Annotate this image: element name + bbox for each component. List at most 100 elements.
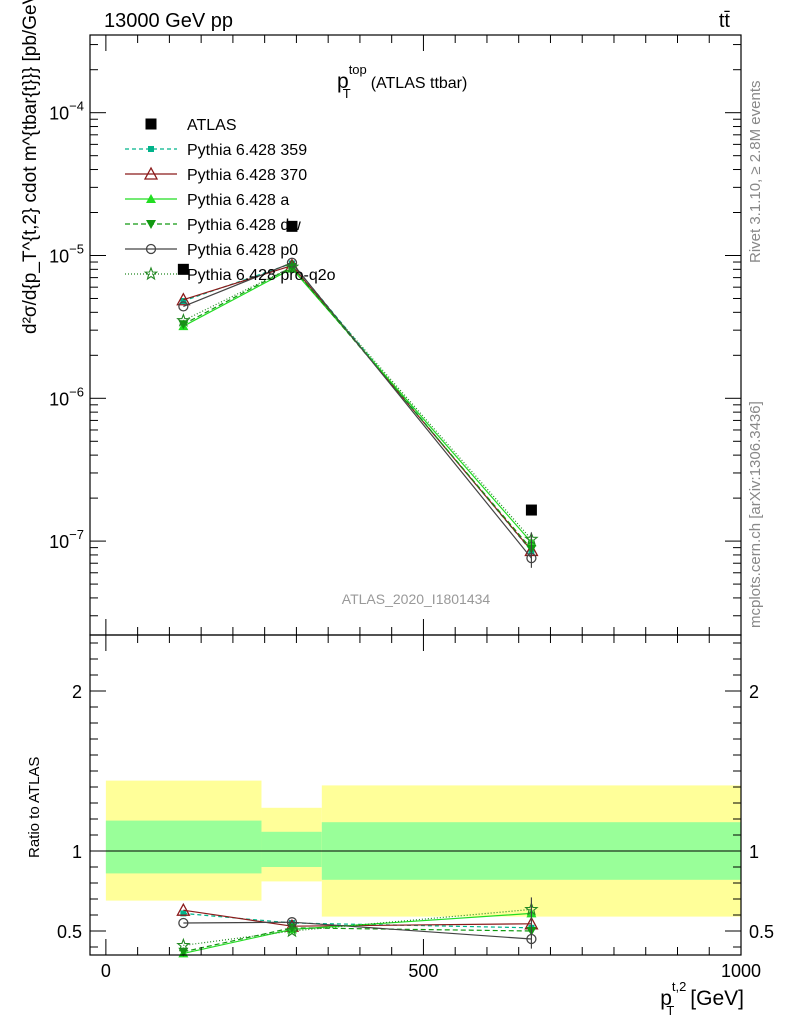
- legend-entry-3: Pythia 6.428 a: [125, 192, 289, 209]
- main-point-0-1: [286, 220, 298, 232]
- ratio-point-4-1: [286, 917, 298, 928]
- ratio-point-4-0: [178, 917, 189, 929]
- stat-band-0: [105, 820, 262, 874]
- ratio-ytick-label-left-2: 2: [72, 682, 82, 702]
- x-tick-label-1: 500: [408, 961, 438, 981]
- main-series-6: [176, 259, 539, 546]
- ratio-line-5: [183, 908, 532, 946]
- rivet-label: Rivet 3.1.10, ≥ 2.8M events: [747, 81, 764, 264]
- main-series-4: [178, 263, 537, 555]
- ratio-point-0-0: [180, 910, 187, 917]
- stat-band-1: [261, 831, 322, 867]
- ratio-ytick-label-left-1: 1: [72, 842, 82, 862]
- main-point-2-0: [176, 292, 191, 306]
- legend-marker-2: [143, 166, 159, 180]
- main-line-6: [183, 266, 532, 540]
- ratio-point-0-1: [288, 920, 295, 926]
- legend-label-5: Pythia 6.428 p0: [187, 242, 298, 259]
- xlabel-sub: T: [666, 1003, 674, 1018]
- legend-entry-0: ATLAS: [145, 117, 237, 134]
- ratio-line-2: [183, 912, 532, 954]
- ratio-point-5-0: [176, 937, 191, 952]
- tick-base: 10: [49, 532, 69, 552]
- ratio-frame: [89, 634, 742, 956]
- ratio-series-3: [178, 923, 537, 957]
- xlabel-sup: t,2: [672, 979, 686, 994]
- main-series-lines: [176, 220, 539, 568]
- ratio-ytick-label-left-0: 0.5: [57, 922, 82, 942]
- title-tail: (ATLAS ttbar): [371, 75, 468, 92]
- main-ylabel: d²σ/d{p_T^{t,2} cdot m^{tbar{t}}} [pb/Ge…: [20, 0, 41, 334]
- ratio-line-0: [183, 912, 532, 929]
- ratio-ytick-label-right-1: 1: [749, 842, 759, 862]
- ratio-point-5-1: [284, 923, 300, 938]
- xlabel-main: p: [660, 987, 672, 1010]
- main-line-4: [183, 266, 532, 550]
- ratio-series-4: [178, 917, 537, 945]
- legend-marker-1: [148, 146, 154, 152]
- legend-label-0: ATLAS: [187, 117, 237, 134]
- legend-marker-3: [146, 194, 156, 203]
- title-main: p: [337, 70, 349, 93]
- legend-label-4: Pythia 6.428 dw: [187, 217, 301, 234]
- main-series-5: [178, 257, 537, 564]
- main-point-1-0: [180, 298, 187, 305]
- legend-marker-6: [143, 266, 159, 281]
- main-line-1: [183, 262, 532, 552]
- main-series-3: [178, 263, 537, 547]
- main-ytick-label-2: 10−5: [49, 241, 84, 266]
- main-series-2: [176, 258, 539, 557]
- main-title: ptop T (ATLAS ttbar): [337, 62, 467, 101]
- tick-exponent: −5: [69, 241, 84, 256]
- legend-marker-4: [146, 220, 156, 229]
- tick-exponent: −6: [69, 384, 84, 399]
- x-tick-label-0: 0: [101, 961, 111, 981]
- main-point-0-2: [525, 504, 537, 516]
- main-point-6-0: [176, 312, 191, 327]
- energy-label: 13000 GeV pp: [104, 10, 233, 32]
- legend-label-6: Pythia 6.428 pro-q2o: [187, 267, 336, 284]
- process-label: tt̄: [719, 10, 731, 32]
- legend-entry-1: Pythia 6.428 359: [125, 142, 307, 159]
- legend-label-1: Pythia 6.428 359: [187, 142, 307, 159]
- title-sub: T: [343, 86, 351, 101]
- main-point-5-0: [178, 301, 189, 312]
- legend-entry-5: Pythia 6.428 p0: [125, 242, 298, 259]
- ratio-ytick-label-right-2: 2: [749, 682, 759, 702]
- tick-base: 10: [49, 389, 69, 409]
- mcplots-label: mcplots.cern.ch [arXiv:1306.3436]: [747, 401, 764, 628]
- legend-entry-2: Pythia 6.428 370: [125, 166, 307, 184]
- tick-base: 10: [49, 246, 69, 266]
- main-point-5-1: [286, 257, 298, 268]
- legend-marker-0: [145, 118, 157, 130]
- legend-entry-6: Pythia 6.428 pro-q2o: [125, 266, 336, 284]
- xlabel-tail: [GeV]: [690, 987, 744, 1010]
- legend-marker-5: [145, 243, 157, 255]
- main-ytick-label-3: 10−4: [49, 99, 84, 124]
- main-point-6-1: [284, 259, 300, 274]
- title-sup: top: [349, 62, 367, 77]
- analysis-id: ATLAS_2020_I1801434: [342, 591, 491, 607]
- ratio-point-1-0: [176, 902, 191, 916]
- ratio-line-4: [183, 921, 532, 940]
- x-axis-label: pt,2 T [GeV]: [660, 979, 744, 1018]
- main-series-0: [177, 220, 537, 516]
- main-line-3: [183, 267, 532, 543]
- tick-exponent: −4: [69, 99, 84, 114]
- ratio-ytick-label-right-0: 0.5: [749, 922, 774, 942]
- main-ytick-label-1: 10−6: [49, 384, 84, 409]
- ratio-line-3: [183, 927, 532, 953]
- main-line-2: [183, 264, 532, 551]
- ratio-uncertainty-bands: [90, 780, 741, 917]
- tick-exponent: −7: [69, 527, 84, 542]
- main-series-1: [180, 260, 535, 555]
- legend-label-3: Pythia 6.428 a: [187, 192, 289, 209]
- main-ytick-label-0: 10−7: [49, 527, 84, 552]
- legend-label-2: Pythia 6.428 370: [187, 167, 307, 184]
- main-point-0-0: [177, 263, 189, 275]
- legend: ATLAS Pythia 6.428 359 Pythia 6.428 370 Pyt…: [125, 117, 336, 284]
- main-line-5: [183, 261, 532, 559]
- legend-entry-4: Pythia 6.428 dw: [125, 217, 301, 234]
